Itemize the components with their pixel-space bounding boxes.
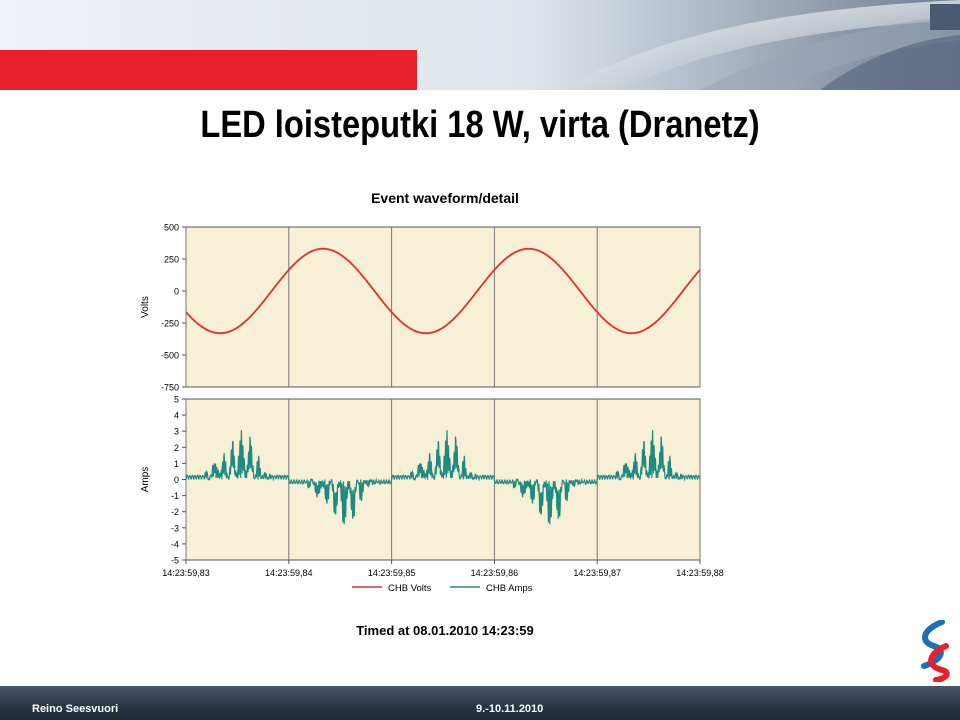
x-tick-label: 14:23:59,86 bbox=[471, 568, 519, 578]
waveform-chart: 500 250 0 -250 -500 -750 Volts 5 4 3 2 1 0 -1 -2 -3 -4 -… bbox=[140, 223, 724, 595]
x-tick-label: 14:23:59,83 bbox=[162, 568, 210, 578]
x-tick-label: 14:23:59,87 bbox=[573, 568, 621, 578]
amps-y-tick-label: 1 bbox=[174, 459, 179, 469]
timed-at-label: Timed at 08.01.2010 14:23:59 bbox=[356, 623, 534, 638]
volts-y-tick-label: -500 bbox=[161, 351, 179, 361]
x-tick-label: 14:23:59,85 bbox=[368, 568, 416, 578]
x-axis: 14:23:59,83 14:23:59,84 14:23:59,85 14:23:5… bbox=[162, 560, 724, 578]
logo-swirl-icon bbox=[921, 619, 950, 683]
volts-y-tick-label: -750 bbox=[161, 383, 179, 393]
amps-y-tick-label: -1 bbox=[171, 491, 179, 501]
amps-series-line bbox=[185, 430, 701, 525]
volts-y-axis-label: Volts bbox=[140, 296, 151, 318]
footer-bar bbox=[0, 686, 960, 720]
x-tick-label: 14:23:59,88 bbox=[676, 568, 724, 578]
amps-y-tick-label: -2 bbox=[171, 507, 179, 517]
amps-y-tick-label: 4 bbox=[174, 411, 179, 421]
amps-y-tick-label: -3 bbox=[171, 523, 179, 533]
amps-y-tick-label: 2 bbox=[174, 443, 179, 453]
header-banner-graphic bbox=[0, 0, 960, 90]
slide-title: LED loisteputki 18 W, virta (Dranetz) bbox=[200, 104, 760, 146]
legend: CHB Volts CHB Amps bbox=[352, 583, 533, 594]
header-banner bbox=[0, 0, 960, 90]
amps-plot-area bbox=[185, 398, 701, 561]
volts-y-tick-label: 250 bbox=[164, 255, 179, 265]
amps-y-tick-label: -5 bbox=[171, 556, 179, 566]
amps-y-tick-label: 0 bbox=[174, 475, 179, 485]
legend-label-volts: CHB Volts bbox=[388, 583, 432, 594]
volts-plot-area bbox=[185, 226, 701, 388]
legend-label-amps: CHB Amps bbox=[486, 583, 533, 594]
company-logo bbox=[912, 619, 956, 687]
amps-y-axis-label: Amps bbox=[140, 467, 151, 493]
x-tick-label: 14:23:59,84 bbox=[265, 568, 313, 578]
amps-panel: 5 4 3 2 1 0 -1 -2 -3 -4 -5 Amps bbox=[140, 395, 701, 566]
amps-y-tick-label: -4 bbox=[171, 539, 179, 549]
volts-panel: 500 250 0 -250 -500 -750 Volts bbox=[140, 223, 701, 393]
volts-y-tick-label: 500 bbox=[164, 223, 179, 233]
chart-title: Event waveform/detail bbox=[371, 190, 519, 206]
volts-y-tick-label: 0 bbox=[174, 287, 179, 297]
volts-y-tick-label: -250 bbox=[161, 319, 179, 329]
footer-author: Reino Seesvuori bbox=[32, 703, 119, 715]
volts-series-line bbox=[185, 247, 701, 335]
amps-y-tick-label: 3 bbox=[174, 427, 179, 437]
amps-y-tick-label: 5 bbox=[174, 395, 179, 405]
footer-date: 9.-10.11.2010 bbox=[476, 703, 544, 715]
